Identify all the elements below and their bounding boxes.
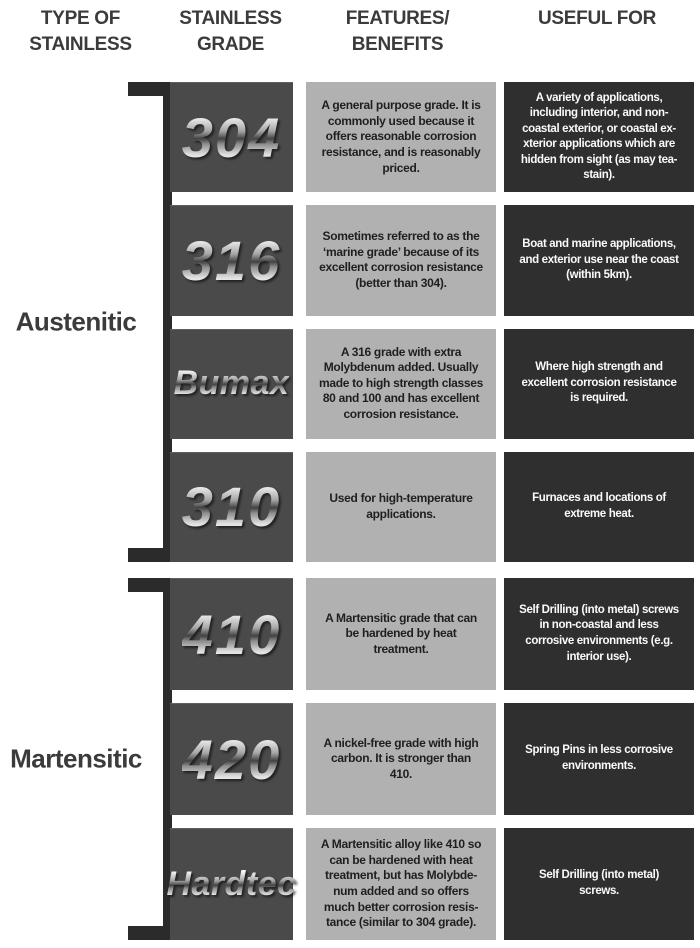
table-row-316: 316 Sometimes referred to as the ‘marine… xyxy=(170,205,694,316)
useful-cell: Furnaces and locations of extreme heat. xyxy=(504,451,694,562)
grade-cell: 304 xyxy=(170,82,293,193)
bracket-vertical-bar xyxy=(163,82,172,562)
grade-label: 310 xyxy=(181,475,282,539)
martensitic-rows: 410 A Martensitic grade that can be hard… xyxy=(166,578,694,940)
grade-label: 316 xyxy=(181,228,282,292)
bracket-bottom-flange xyxy=(128,548,172,562)
austenitic-rows: 304 A general purpose grade. It is commo… xyxy=(170,82,694,562)
table-row-304: 304 A general purpose grade. It is commo… xyxy=(170,82,694,193)
features-cell: Sometimes referred to as the ‘marine gra… xyxy=(306,205,496,316)
useful-cell: Self Drilling (into metal) screws in non… xyxy=(504,578,694,690)
useful-cell: A variety of applications, including int… xyxy=(504,82,694,193)
useful-cell: Boat and marine applications, and exteri… xyxy=(504,205,694,316)
useful-cell: Where high strength and excellent corros… xyxy=(504,328,694,439)
austenitic-bracket xyxy=(128,82,172,562)
grade-cell: 420 xyxy=(170,703,293,815)
features-cell: A Martensitic alloy like 410 so can be h… xyxy=(306,828,496,940)
martensitic-bracket xyxy=(128,578,172,940)
features-cell: A general purpose grade. It is commonly … xyxy=(306,82,496,193)
table-row-410: 410 A Martensitic grade that can be hard… xyxy=(170,578,694,690)
grade-label: 420 xyxy=(181,727,282,791)
bracket-top-flange xyxy=(128,82,172,96)
section-austenitic: Austenitic 304 A general purpose grade. … xyxy=(0,82,700,562)
grade-label: Bumax xyxy=(173,364,290,403)
grade-cell: Hardtec xyxy=(166,828,296,940)
table-row-bumax: Bumax A 316 grade with extra Molybdenum … xyxy=(170,328,694,439)
grade-cell: 410 xyxy=(170,578,293,690)
type-label-austenitic: Austenitic xyxy=(15,306,137,337)
grade-label: Hardtec xyxy=(166,864,297,903)
useful-cell: Self Drilling (into metal) screws. xyxy=(504,828,694,940)
grade-cell: 316 xyxy=(170,205,293,316)
section-martensitic: Martensitic 410 A Martensitic grade that… xyxy=(0,578,700,940)
header-useful-for: USEFUL FOR xyxy=(537,8,657,29)
features-cell: A Martensitic grade that can be hardened… xyxy=(306,578,496,690)
grade-label: 410 xyxy=(181,602,282,666)
header-type-of-stainless: TYPE OF STAINLESS xyxy=(29,8,132,55)
features-cell: A 316 grade with extra Molybdenum added.… xyxy=(306,328,496,439)
grade-cell: 310 xyxy=(170,451,293,562)
table-row-420: 420 A nickel-free grade with high carbon… xyxy=(170,703,694,815)
bracket-bottom-flange xyxy=(128,926,172,940)
features-cell: A nickel-free grade with high carbon. It… xyxy=(306,703,496,815)
header-stainless-grade: STAINLESS GRADE xyxy=(179,8,282,55)
useful-cell: Spring Pins in less corrosive environmen… xyxy=(504,703,694,815)
features-cell: Used for high-temperature applications. xyxy=(306,451,496,562)
grade-label: 304 xyxy=(181,105,282,169)
table-row-310: 310 Used for high-temperature applicatio… xyxy=(170,451,694,562)
grade-cell: Bumax xyxy=(170,328,293,439)
type-label-martensitic: Martensitic xyxy=(10,743,142,774)
header-features-benefits: FEATURES/ BENEFITS xyxy=(345,8,450,55)
bracket-top-flange xyxy=(128,578,172,592)
bracket-vertical-bar xyxy=(163,578,172,940)
table-row-hardtec: Hardtec A Martensitic alloy like 410 so … xyxy=(166,828,694,940)
